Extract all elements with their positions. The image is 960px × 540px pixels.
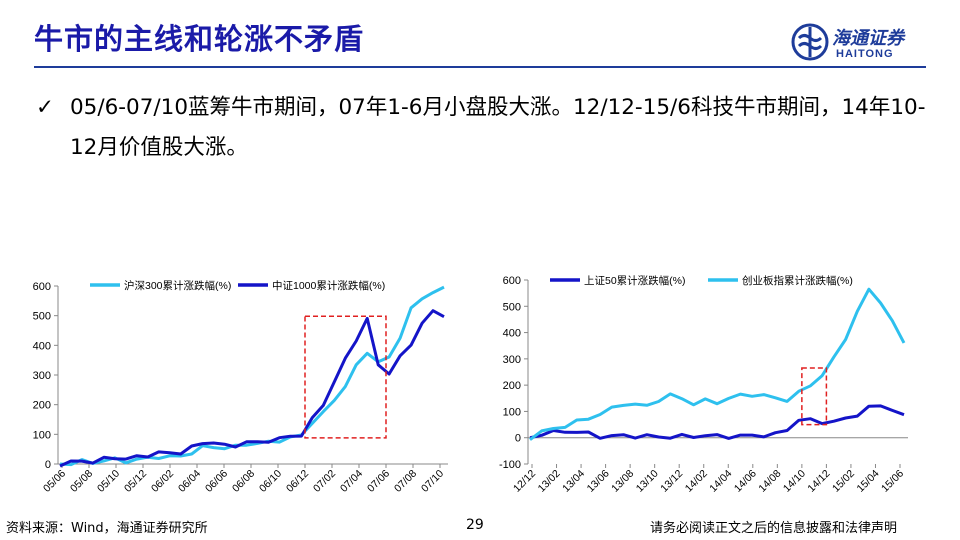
y-tick-label: -100 <box>499 459 521 471</box>
bullet-text: 05/6-07/10蓝筹牛市期间，07年1-6月小盘股大涨。12/12-15/6… <box>70 95 926 160</box>
y-tick-label: 200 <box>33 400 51 412</box>
legend-label-0: 上证50累计涨跌幅(%) <box>584 274 686 287</box>
x-tick-label: 05/08 <box>68 468 95 495</box>
source-note: 资料来源：Wind，海通证券研究所 <box>6 521 208 536</box>
y-tick-label: 600 <box>503 275 521 287</box>
y-tick-label: 100 <box>503 406 521 418</box>
y-tick-label: 400 <box>503 328 521 340</box>
x-tick-label: 13/06 <box>585 468 612 495</box>
x-tick-label: 05/12 <box>122 468 149 495</box>
x-tick-label: 07/02 <box>311 468 338 495</box>
x-tick-label: 05/10 <box>95 468 122 495</box>
x-tick-label: 07/08 <box>392 468 419 495</box>
series-line-0 <box>59 285 445 467</box>
x-tick-label: 13/04 <box>560 468 587 495</box>
highlight-box <box>304 315 387 439</box>
page-title: 牛市的主线和轮涨不矛盾 <box>34 22 365 56</box>
chart-right: -100010020030040050060012/1213/0213/0413… <box>499 274 908 495</box>
y-tick-label: 500 <box>33 311 51 323</box>
logo-english-name: HAITONG <box>836 48 894 60</box>
disclaimer: 请务必阅读正文之后的信息披露和法律声明 <box>650 521 898 536</box>
x-tick-label: 06/12 <box>284 468 311 495</box>
legend-label-0: 沪深300累计涨跌幅(%) <box>124 279 231 292</box>
x-tick-label: 07/10 <box>419 468 446 495</box>
x-tick-label: 06/04 <box>176 468 203 495</box>
company-logo: 海通证券 HAITONG <box>790 22 940 66</box>
y-tick-label: 300 <box>503 354 521 366</box>
x-tick-label: 14/12 <box>805 468 832 495</box>
x-tick-label: 06/02 <box>149 468 176 495</box>
x-tick-label: 14/10 <box>781 468 808 495</box>
series-line-0 <box>529 404 905 440</box>
legend-label-1: 创业板指累计涨跌幅(%) <box>742 274 853 287</box>
logo-chinese-name: 海通证券 <box>832 28 904 49</box>
series-line-1 <box>529 287 906 441</box>
page-number: 29 <box>466 517 484 533</box>
highlight-box <box>801 367 828 426</box>
haitong-emblem-icon <box>791 23 829 61</box>
x-tick-label: 06/08 <box>230 468 257 495</box>
x-tick-label: 07/04 <box>338 468 365 495</box>
series-line-1 <box>59 309 445 468</box>
x-tick-label: 07/06 <box>365 468 392 495</box>
y-tick-label: 100 <box>33 429 51 441</box>
x-tick-label: 13/08 <box>609 468 636 495</box>
x-tick-label: 14/08 <box>756 468 783 495</box>
x-tick-label: 12/12 <box>511 468 538 495</box>
y-tick-label: 0 <box>45 459 51 471</box>
x-tick-label: 06/06 <box>203 468 230 495</box>
x-tick-label: 14/06 <box>732 468 759 495</box>
y-tick-label: 300 <box>33 370 51 382</box>
y-tick-label: 500 <box>503 301 521 313</box>
title-divider <box>34 66 926 68</box>
y-tick-label: 400 <box>33 340 51 352</box>
legend-label-1: 中证1000累计涨跌幅(%) <box>272 279 385 292</box>
x-tick-label: 06/10 <box>257 468 284 495</box>
y-tick-label: 0 <box>515 433 521 445</box>
y-tick-label: 200 <box>503 380 521 392</box>
x-tick-label: 13/12 <box>658 468 685 495</box>
x-tick-label: 14/04 <box>707 468 734 495</box>
x-tick-label: 15/06 <box>879 468 906 495</box>
x-tick-label: 13/10 <box>634 468 661 495</box>
x-tick-label: 13/02 <box>536 468 563 495</box>
x-tick-label: 15/02 <box>830 468 857 495</box>
x-tick-label: 15/04 <box>855 468 882 495</box>
x-tick-label: 05/06 <box>41 468 68 495</box>
y-tick-label: 600 <box>33 281 51 293</box>
x-tick-label: 14/02 <box>683 468 710 495</box>
checkmark-icon: ✓ <box>36 95 55 120</box>
